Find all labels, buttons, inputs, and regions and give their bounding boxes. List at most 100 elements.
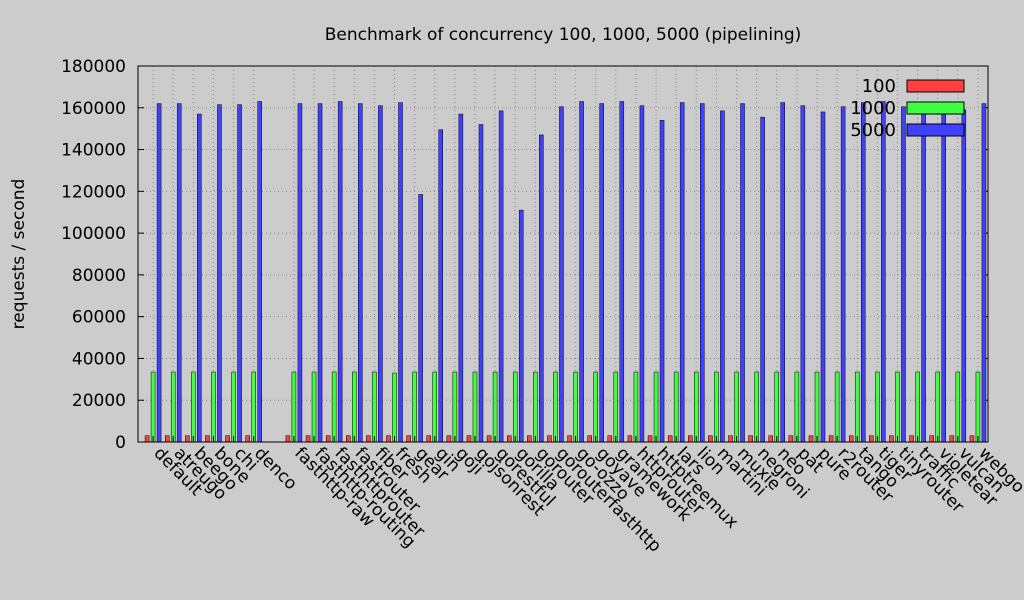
bar [901,106,906,443]
bar [358,103,363,443]
y-tick-label: 40000 [72,349,126,369]
bar [567,435,572,443]
bar [466,435,472,443]
bar [714,371,719,443]
bar [653,371,659,443]
bar [317,103,323,443]
bar [613,371,619,443]
bar [754,371,759,443]
bar [760,116,765,443]
bar [895,371,900,443]
legend-swatch [906,101,965,115]
bar [734,371,739,443]
bar [392,372,397,443]
bar [533,371,538,443]
bar [768,435,774,443]
bar [486,435,492,443]
bar [607,435,613,443]
bar [512,371,518,443]
bar [191,371,196,443]
bar [667,435,673,443]
bar [633,371,639,443]
legend-label: 1000 [850,98,896,119]
bar [921,106,926,443]
bar [828,435,834,443]
bar [331,371,337,443]
bar [251,371,256,443]
bar [875,371,880,443]
y-tick-label: 100000 [61,224,126,244]
bar [820,111,826,443]
bar [679,102,685,443]
bar [941,109,946,443]
y-tick-label: 160000 [61,99,126,119]
bar [452,371,458,443]
bar [257,101,262,443]
bar [305,435,311,443]
bar [700,103,705,443]
y-tick-label: 140000 [61,141,126,161]
bar [659,120,665,443]
bar [694,371,699,443]
bar [518,209,524,443]
bar [337,101,343,443]
bar [311,371,317,443]
bar [372,371,377,443]
bar [915,371,920,443]
y-tick-label: 180000 [61,57,126,77]
bar [197,113,202,443]
bar [553,371,558,443]
y-axis-label: requests / second [9,179,29,330]
bar [969,435,975,443]
bar [432,371,437,443]
bar [587,435,592,443]
bar [170,371,176,443]
bar [217,104,222,443]
bar [205,435,210,443]
plot-frame [137,65,989,443]
bars [144,101,987,443]
legend-label: 100 [862,76,896,97]
bar [406,435,411,443]
bar [961,109,967,443]
bar [619,101,625,443]
bar [237,104,242,443]
bar [860,102,866,443]
bar [418,194,423,443]
bar [446,435,452,443]
bar [492,371,498,443]
y-tick-label: 120000 [61,182,126,202]
bar [285,435,291,443]
bar [472,371,478,443]
bar [398,102,403,443]
bar [438,129,443,443]
bar [794,371,800,443]
bar [834,371,840,443]
y-tick-label: 60000 [72,308,126,328]
legend-swatch [906,123,965,137]
bar [426,435,431,443]
bar [386,435,391,443]
bar [881,101,886,443]
bar [291,371,297,443]
bar [740,103,745,443]
x-axis-ticks: defaultatreugobeegobonechidencofasthttp-… [150,436,1024,556]
bar [559,106,564,443]
bar [156,103,162,443]
bar [352,371,357,443]
bar [840,106,846,443]
bar [975,371,981,443]
bar [955,371,961,443]
bar [412,371,417,443]
bar [547,435,552,443]
bar [854,371,860,443]
y-tick-label: 80000 [72,266,126,286]
bar [627,435,633,443]
bar [527,435,532,443]
bar [225,435,230,443]
bar [647,435,653,443]
bar [144,435,150,443]
bar [869,435,874,443]
